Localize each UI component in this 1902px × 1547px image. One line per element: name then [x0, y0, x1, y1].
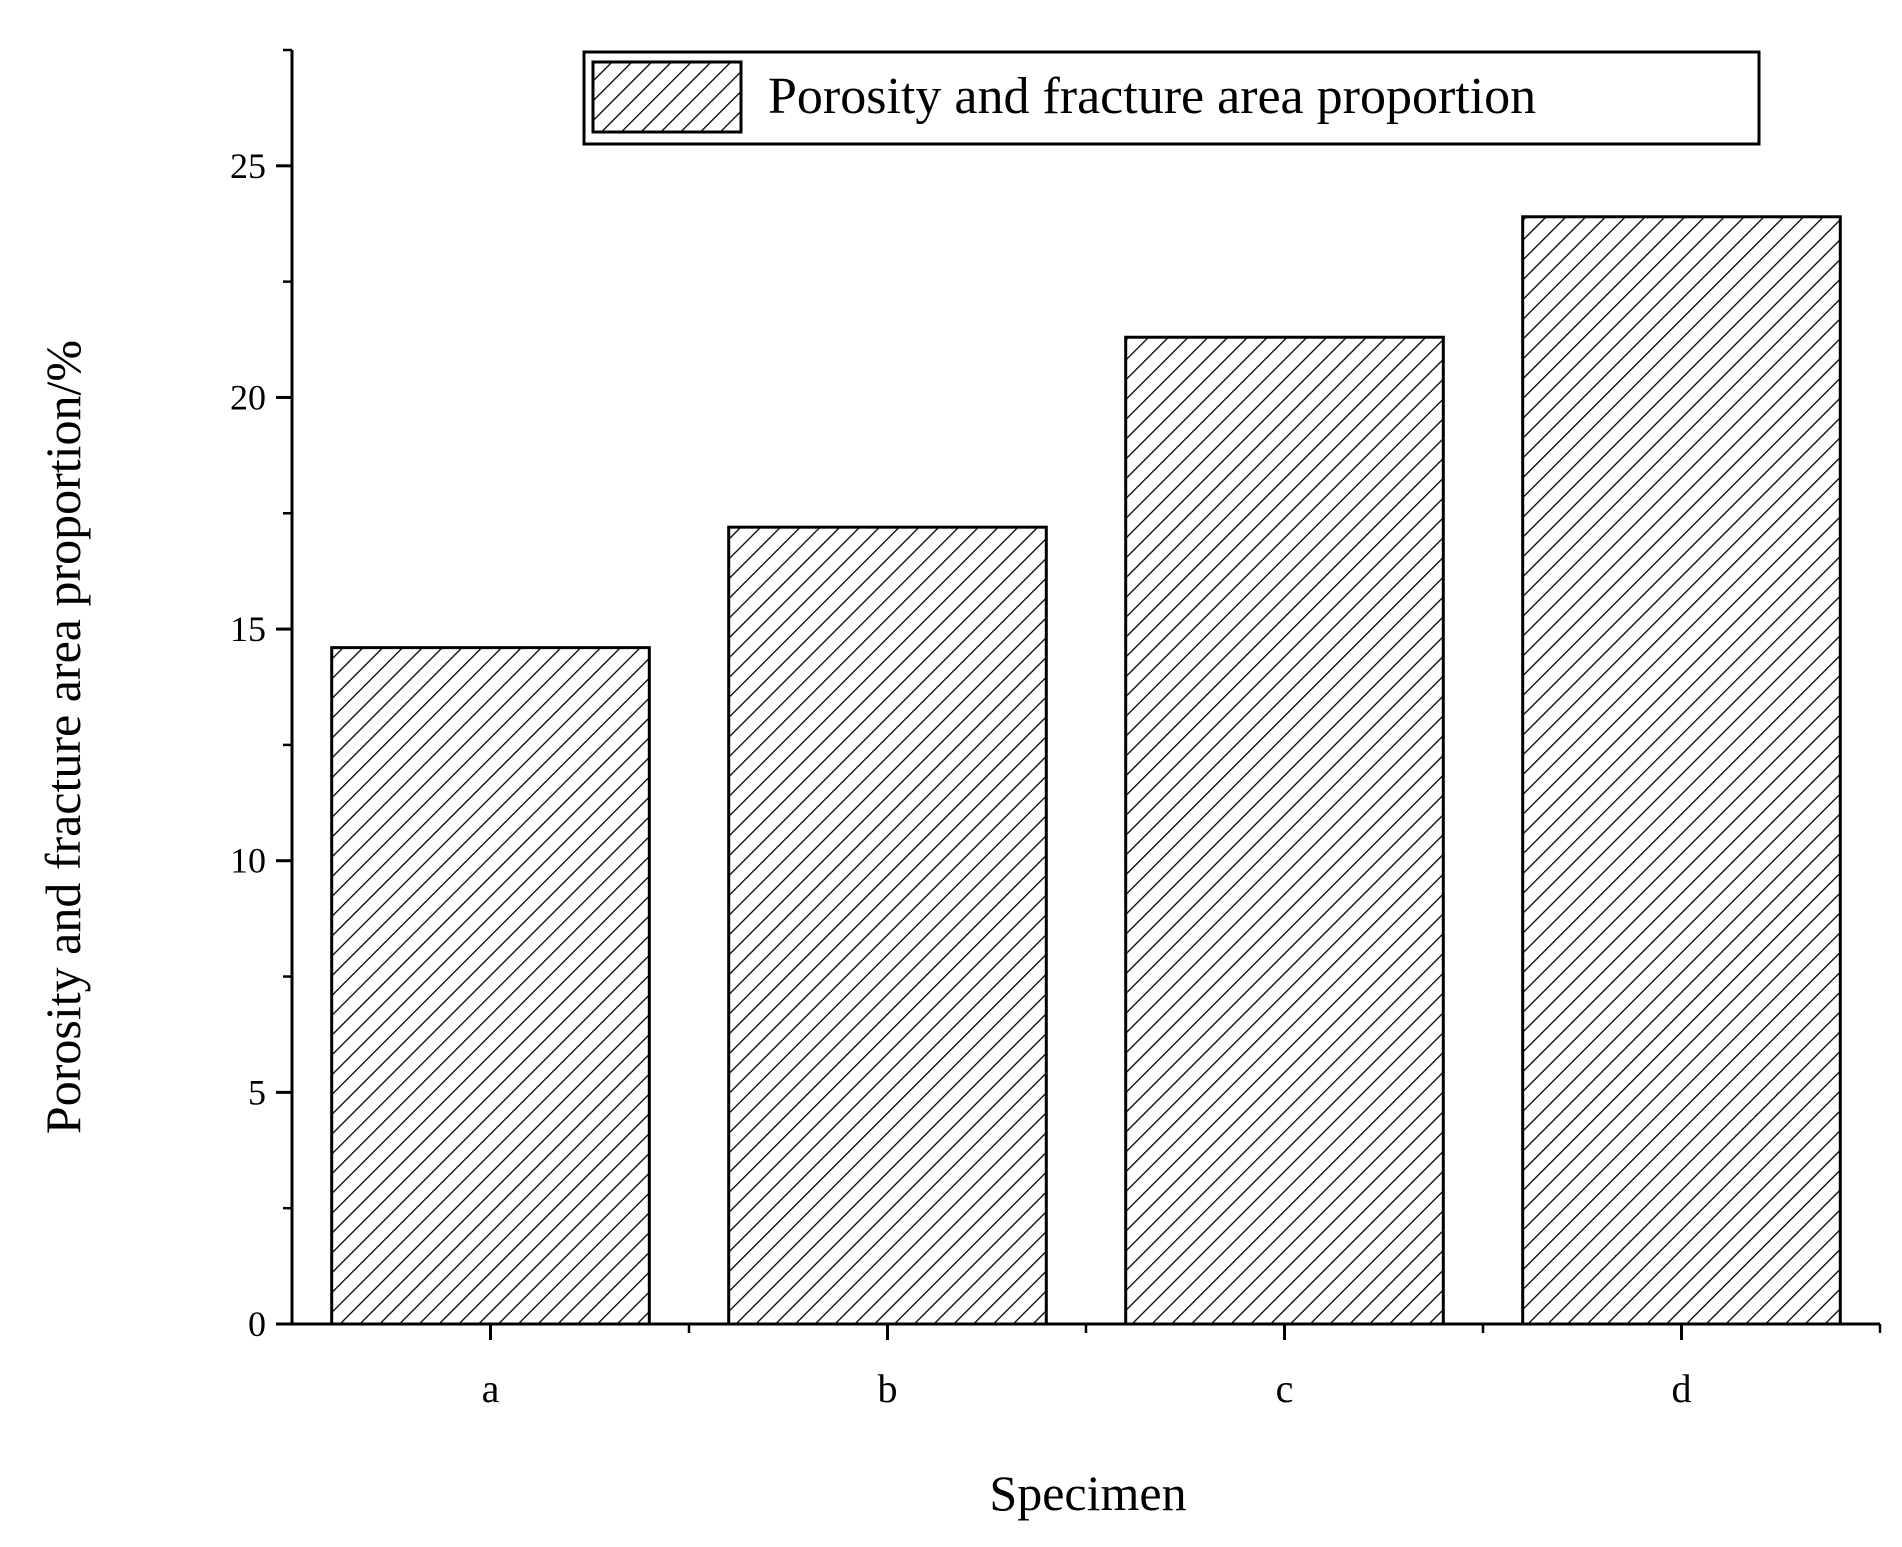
y-tick-label: 0: [248, 1304, 266, 1344]
bar-d: [1521, 215, 1842, 1326]
x-tick-label-d: d: [1672, 1366, 1692, 1411]
x-tick-label-c: c: [1276, 1366, 1294, 1411]
legend-swatch: [591, 60, 743, 134]
y-tick-label: 10: [230, 841, 266, 881]
x-tick-label-b: b: [878, 1366, 898, 1411]
x-tick-label-a: a: [482, 1366, 500, 1411]
y-tick-label: 25: [230, 146, 266, 186]
y-tick-label: 15: [230, 609, 266, 649]
x-axis-title: Specimen: [989, 1465, 1186, 1521]
y-tick-label: 5: [248, 1072, 266, 1112]
y-tick-label: 20: [230, 377, 266, 417]
bar-b: [727, 525, 1048, 1326]
legend-label: Porosity and fracture area proportion: [768, 68, 1536, 125]
legend: Porosity and fracture area proportion: [582, 50, 1761, 146]
bar-c: [1124, 335, 1445, 1326]
legend-box: [582, 50, 1761, 146]
bars-group: [330, 215, 1842, 1326]
bar-a: [330, 646, 651, 1326]
y-axis-title: Porosity and fracture area proportion/%: [35, 340, 91, 1134]
axes-group: 0 5 10 15 20 25 a b c d Specimen Porosity and fract…: [35, 48, 1882, 1521]
